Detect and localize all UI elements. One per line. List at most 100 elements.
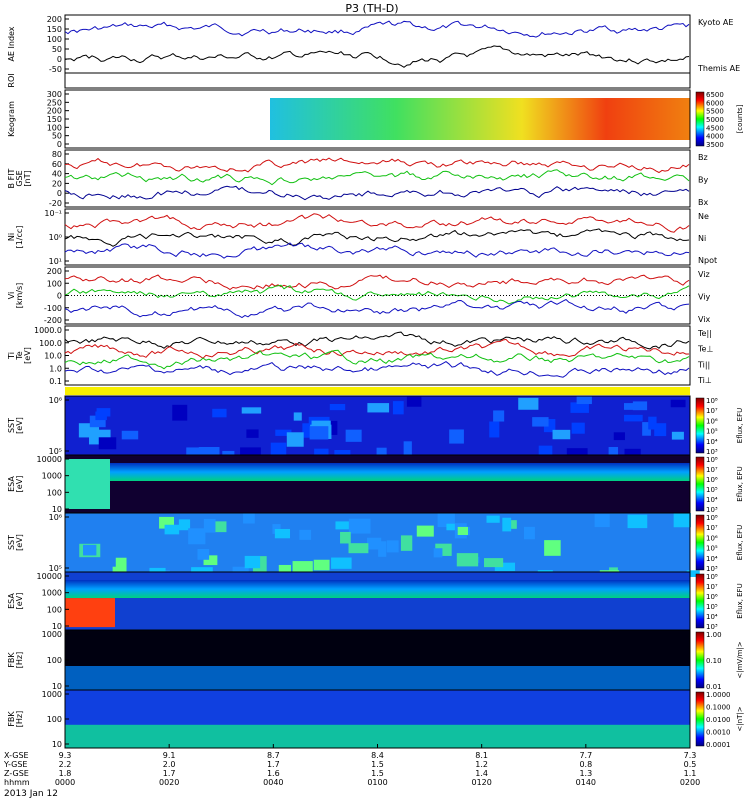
y-tick-label: 100.0 [39,339,62,348]
y-tick-label: 20 [52,179,62,188]
date-label: 2013 Jan 12 [4,789,58,799]
spectrogram-cell [456,553,479,567]
colorbar-tick-label: 10³ [706,448,718,456]
colorbar-unit: Eflux, EFU [736,408,744,443]
spectrogram-cell [95,411,107,421]
y-axis-label: ESA [7,593,16,609]
y-tick-label: 60 [52,160,62,169]
colorbar-tick-label: 0.0100 [706,716,731,724]
x-tick-label: 0040 [263,778,283,787]
colorbar-tick-label: 10³ [706,623,718,631]
panel-fbk1: FBK [Hz] 1000 100 10 1.00 0.10 0.01 <|mV/m|> [7,629,744,691]
y-axis-label: [1/cc] [15,226,24,249]
y-tick-label: 10 [52,682,62,691]
spectrogram-cell [642,422,651,436]
y-tick-label: 1000 [42,690,62,699]
series-line [64,331,690,350]
y-tick-label: 100 [47,605,62,614]
colorbar-tick-label: 10⁵ [706,603,718,611]
spectrogram-cell [571,422,585,434]
legend-label: Te⊥ [697,345,713,354]
panel-ti: Ti Te [eV] 1000.0 100.0 10.0 1.0 0.1 Te|| Te⊥ Ti||… [7,325,713,386]
spectrogram-cell [416,525,434,537]
spectrogram-cell [83,544,97,556]
spectrogram-cell [293,412,302,421]
panel-roi: ROI [7,72,691,89]
y-axis-label: B FIT [7,168,16,188]
spectrogram-cell [331,557,352,569]
panel-frame [64,14,691,74]
colorbar [695,631,705,689]
y-tick-label: 200 [47,107,62,116]
spectrogram-cell [241,407,262,414]
spectrogram-cell [392,401,404,415]
panel-frame [64,72,691,89]
y-axis-label: Keogram [7,101,16,137]
colorbar-tick-label: 0.0010 [706,729,731,737]
colorbar-unit: Eflux, EFU [736,583,744,618]
y-tick-label: 10.0 [44,352,62,361]
y-tick-label: 100 [47,656,62,665]
y-tick-label: 0.1 [49,377,62,386]
x-axis-row-label: hhmm [4,778,30,787]
spectrogram-cell [378,541,387,557]
legend-label: Themis AE [697,64,740,73]
x-tick-label: 1.5 [371,769,384,778]
x-tick-label: 2.2 [59,760,72,769]
y-tick-label: 150 [47,25,62,34]
y-axis-label: [eV] [15,593,24,610]
colorbar-tick-label: 10⁶ [706,417,718,425]
spectrogram-cell [286,432,304,447]
colorbar-unit: Eflux, EFU [736,466,744,501]
legend-label: Viy [698,293,711,302]
colorbar-tick-label: 10⁸ [706,573,718,581]
colorbar-tick-label: 1.00 [706,631,722,639]
plot-title: P3 (TH-D) [345,2,398,15]
y-tick-label: 1000.0 [34,326,62,335]
spectrogram-cell [489,421,500,438]
spectrogram-cell [406,396,422,407]
x-tick-label: 7.3 [684,751,697,760]
spectrogram-cell [538,445,553,456]
legend-label: Ni [698,234,706,243]
x-tick-label: 0100 [367,778,387,787]
spectrogram-cell [543,418,556,433]
series-line [64,242,690,259]
y-tick-label: 200 [47,267,62,276]
colorbar-tick-label: 0.1000 [706,704,731,712]
series-line [64,274,690,291]
series-line [64,213,690,233]
y-axis-label: Te [15,351,24,361]
spectrogram-cell [403,441,412,456]
spectrogram-cell [366,537,382,550]
spectrogram-cell [624,403,641,410]
spectrogram-cell [624,414,643,422]
colorbar-tick-label: 10⁶ [706,593,718,601]
x-tick-label: 8.4 [371,751,384,760]
panel-vi: Vi [km/s] 200 100 0 -100 -200 Viz Viy Vix [7,266,711,325]
y-tick-label: -100 [44,304,62,313]
spectrogram-cell [493,410,505,422]
legend-label: Viz [698,270,710,279]
panel-sst2: SST [eV] 10⁶ 10⁵ 10⁸ 10⁷ 10⁶ 10⁵ 10⁴ 10³ Eflux, EF… [7,512,744,584]
colorbar-tick-label: 10⁶ [706,476,718,484]
y-tick-label: 10 [52,622,62,631]
panel-fbk2: FBK [Hz] 1000 100 10 1.0000 0.1000 0.0100 0.0010… [7,689,744,749]
spectrogram-cell [215,521,227,533]
x-tick-label: 0000 [55,778,75,787]
spectrogram-cell [275,429,292,436]
x-tick-label: 0.5 [684,760,697,769]
y-axis-label: [km/s] [15,283,24,309]
x-tick-label: 1.7 [163,769,176,778]
panel-esa1: ESA [eV] 10000 1000 100 10 10⁸ 10⁷ 10⁶ 10⁵ 10⁴ 10³ E… [7,454,744,514]
colorbar [695,397,705,454]
y-axis-label: AE Index [7,26,16,61]
spectrogram-cell [309,426,329,440]
status-strip [65,387,690,395]
colorbar-tick-label: 10⁵ [706,428,718,436]
panel-frame [64,149,691,208]
y-axis-label: [eV] [15,476,24,493]
spectrogram-cell [654,423,667,437]
x-tick-label: 1.8 [59,769,72,778]
